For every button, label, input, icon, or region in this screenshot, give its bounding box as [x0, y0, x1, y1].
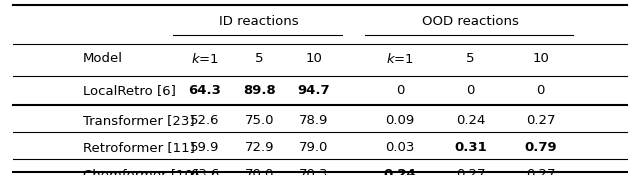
Text: $k$=1: $k$=1: [191, 52, 219, 66]
Text: 72.9: 72.9: [244, 141, 274, 154]
Text: 10: 10: [532, 52, 549, 65]
Text: 0: 0: [536, 85, 545, 97]
Text: LocalRetro [6]: LocalRetro [6]: [83, 85, 176, 97]
Text: 70.3: 70.3: [299, 169, 328, 175]
Text: OOD reactions: OOD reactions: [422, 15, 519, 28]
Text: Transformer [23]: Transformer [23]: [83, 114, 195, 127]
Text: 89.8: 89.8: [243, 85, 276, 97]
Text: 0.27: 0.27: [526, 114, 556, 127]
Text: 78.9: 78.9: [299, 114, 328, 127]
Text: 52.6: 52.6: [190, 114, 220, 127]
Text: 5: 5: [255, 52, 264, 65]
Text: 70.0: 70.0: [244, 169, 274, 175]
Text: Model: Model: [83, 52, 123, 65]
Text: $k$=1: $k$=1: [386, 52, 414, 66]
Text: 10: 10: [305, 52, 322, 65]
Text: 0.79: 0.79: [525, 141, 557, 154]
Text: 0: 0: [396, 85, 404, 97]
Text: 79.0: 79.0: [299, 141, 328, 154]
Text: 0.27: 0.27: [456, 169, 485, 175]
Text: 64.3: 64.3: [188, 85, 221, 97]
Text: 0: 0: [466, 85, 475, 97]
Text: 0.03: 0.03: [385, 141, 415, 154]
Text: 63.6: 63.6: [190, 169, 220, 175]
Text: 0.27: 0.27: [526, 169, 556, 175]
Text: Retroformer [11]: Retroformer [11]: [83, 141, 195, 154]
Text: 0.24: 0.24: [456, 114, 485, 127]
Text: 59.9: 59.9: [190, 141, 220, 154]
Text: 0.31: 0.31: [454, 141, 487, 154]
Text: Chemformer [10]: Chemformer [10]: [83, 169, 198, 175]
Text: 75.0: 75.0: [244, 114, 274, 127]
Text: 94.7: 94.7: [298, 85, 330, 97]
Text: 0.09: 0.09: [385, 114, 415, 127]
Text: 0.24: 0.24: [383, 169, 417, 175]
Text: 5: 5: [466, 52, 475, 65]
Text: ID reactions: ID reactions: [220, 15, 299, 28]
